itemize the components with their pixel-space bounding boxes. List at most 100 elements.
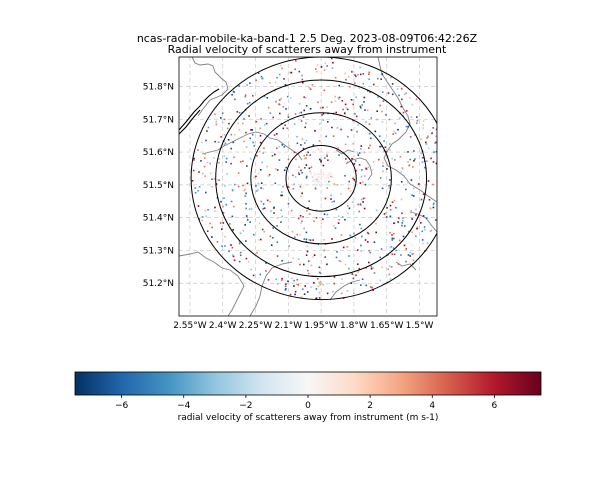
velocity-point (376, 110, 378, 112)
map-frame (178, 56, 438, 317)
velocity-point (281, 67, 283, 70)
velocity-point (338, 84, 340, 87)
velocity-point (408, 164, 410, 167)
velocity-point (341, 278, 343, 280)
velocity-point (333, 183, 336, 185)
velocity-point (412, 252, 414, 255)
velocity-point (324, 173, 326, 176)
velocity-point (211, 185, 213, 188)
velocity-point (244, 224, 246, 226)
coastline-line (179, 88, 220, 135)
x-tick-label: 2.1°W (274, 321, 302, 331)
velocity-point (220, 117, 222, 119)
velocity-point (192, 169, 195, 172)
velocity-point (308, 200, 310, 202)
velocity-point (278, 103, 281, 106)
velocity-point (319, 123, 321, 125)
velocity-point (296, 279, 299, 281)
velocity-point (357, 124, 359, 126)
velocity-point (439, 197, 441, 199)
velocity-point (393, 222, 395, 224)
velocity-point (383, 213, 386, 215)
velocity-point (259, 135, 262, 137)
velocity-point (370, 117, 373, 119)
velocity-point (194, 187, 197, 189)
velocity-point (425, 143, 428, 145)
velocity-point (298, 112, 301, 114)
velocity-point (288, 245, 290, 247)
velocity-point (223, 134, 226, 136)
velocity-point (256, 155, 258, 157)
velocity-point (300, 222, 302, 224)
velocity-point (305, 238, 308, 241)
velocity-point (315, 178, 318, 181)
velocity-point (253, 176, 255, 179)
velocity-point (385, 212, 387, 214)
velocity-point (211, 178, 213, 181)
velocity-point (287, 116, 290, 118)
velocity-point (427, 135, 429, 138)
velocity-point (364, 239, 367, 241)
velocity-point (253, 145, 256, 147)
velocity-point (321, 182, 323, 185)
velocity-point (315, 288, 318, 290)
velocity-point (257, 72, 260, 74)
velocity-point (316, 180, 319, 183)
velocity-point (201, 219, 203, 222)
velocity-point (295, 60, 297, 62)
velocity-point (327, 176, 330, 179)
velocity-point (294, 236, 296, 238)
velocity-point (346, 108, 349, 111)
velocity-point (335, 256, 338, 259)
velocity-point (206, 161, 209, 164)
velocity-point (315, 185, 318, 187)
velocity-point (260, 200, 263, 203)
velocity-point (359, 66, 361, 69)
velocity-point (392, 247, 395, 249)
velocity-point (400, 171, 402, 173)
velocity-point (410, 179, 413, 181)
velocity-point (282, 127, 285, 130)
velocity-point (320, 159, 322, 162)
velocity-point (276, 76, 278, 79)
velocity-point (435, 128, 437, 131)
velocity-point (263, 207, 266, 209)
velocity-point (338, 98, 340, 100)
graticule-grid (179, 57, 437, 316)
velocity-point (354, 74, 356, 76)
velocity-point (397, 128, 399, 131)
velocity-point (321, 174, 324, 176)
range-ring (285, 145, 357, 212)
y-tick-label: 51.6°N (143, 148, 174, 158)
velocity-point (269, 112, 272, 114)
velocity-point (298, 166, 300, 168)
velocity-point (389, 209, 392, 211)
velocity-point (328, 172, 331, 175)
velocity-point (249, 82, 251, 84)
velocity-point (201, 216, 204, 218)
velocity-point (425, 141, 427, 144)
velocity-point (391, 83, 394, 85)
velocity-point (344, 72, 346, 75)
velocity-point (246, 216, 249, 219)
x-tick-label: 1.95°W (304, 321, 338, 331)
velocity-point (197, 190, 199, 192)
velocity-point (340, 292, 343, 295)
velocity-point (204, 209, 207, 212)
velocity-point (303, 154, 306, 157)
velocity-point (236, 111, 239, 113)
velocity-point (351, 273, 354, 275)
velocity-point (389, 143, 391, 145)
velocity-point (341, 100, 344, 102)
velocity-point (216, 241, 219, 243)
velocity-point (388, 118, 391, 121)
velocity-point (303, 238, 306, 240)
velocity-point (218, 161, 220, 164)
velocity-point (315, 71, 318, 73)
velocity-point (425, 217, 428, 220)
velocity-point (276, 289, 278, 291)
velocity-point (362, 73, 365, 75)
velocity-point (357, 263, 359, 265)
velocity-point (422, 120, 425, 122)
velocity-point (255, 185, 257, 187)
